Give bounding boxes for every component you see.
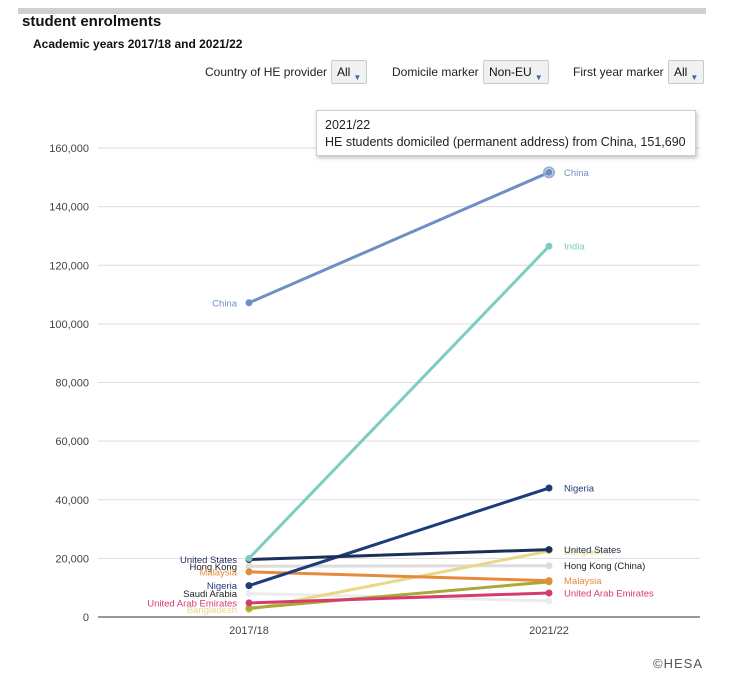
data-point-saudi-arabia [245, 590, 253, 598]
series-label-left: China [212, 298, 238, 309]
series-label-right: Nigeria [564, 484, 595, 495]
chart-subtitle: Academic years 2017/18 and 2021/22 [33, 37, 243, 51]
tooltip-year: 2021/22 [325, 118, 371, 132]
y-tick-label: 20,000 [55, 553, 89, 565]
series-label-left: Malaysia [200, 567, 238, 578]
series-label-left: Hong Kong [189, 562, 237, 573]
chart-title: student enrolments [22, 13, 162, 30]
tooltip-text: HE students domiciled (permanent address… [325, 135, 686, 149]
y-tick-label: 120,000 [49, 260, 89, 272]
highlighted-data-point [543, 166, 555, 179]
y-tick-label: 80,000 [55, 378, 89, 390]
chevron-down-icon: ▼ [534, 73, 543, 82]
top-border-bar [18, 8, 706, 14]
series-line-india [247, 244, 551, 560]
chevron-down-icon: ▼ [353, 73, 362, 82]
country-dropdown-value: All [337, 65, 351, 79]
series-line-china [247, 170, 551, 305]
data-point-india [545, 242, 553, 250]
domicile-dropdown-value: Non-EU [489, 65, 532, 79]
y-tick-label: 140,000 [49, 202, 89, 214]
data-point-malaysia [545, 577, 553, 585]
filter-label-country: Country of HE provider [205, 65, 328, 79]
x-tick-label: 2017/18 [229, 625, 269, 637]
data-point-saudi-arabia [545, 597, 553, 605]
series-label-left: Saudi Arabia [183, 589, 238, 600]
series-label-right: United Arab Emirates [564, 588, 654, 599]
data-point-united-arab-emirates [245, 599, 253, 607]
data-point-nigeria [245, 582, 253, 590]
series-line-nigeria [247, 486, 551, 588]
series-label-right: United States [564, 545, 621, 556]
x-tick-label: 2021/22 [529, 625, 569, 637]
data-point-china [545, 168, 553, 176]
series-line-united-arab-emirates [247, 591, 551, 605]
series-label-right: Hong Kong (China) [564, 561, 645, 572]
chevron-down-icon: ▼ [690, 73, 699, 82]
data-point-hong-kong-china [545, 562, 553, 570]
data-point-india [245, 554, 253, 562]
series-label-left: Bangladesh [187, 605, 237, 616]
copyright: ©HESA [653, 656, 703, 671]
filter-label-first-year: First year marker [573, 65, 664, 79]
y-tick-label: 100,000 [49, 319, 89, 331]
series-label-right: Malaysia [564, 576, 602, 587]
data-point-united-arab-emirates [545, 589, 553, 597]
series-label-right: China [564, 168, 590, 179]
series-label-right: India [564, 242, 585, 253]
y-tick-label: 0 [83, 612, 89, 624]
data-point-united-states [545, 546, 553, 554]
series-label-left: United States [180, 555, 237, 566]
data-point-malaysia [245, 568, 253, 576]
y-tick-label: 40,000 [55, 495, 89, 507]
series-label-left: Nigeria [207, 581, 238, 592]
country-dropdown[interactable]: All ▼ [331, 60, 368, 84]
data-point-hong-kong-china [245, 562, 253, 570]
series-line-malaysia [247, 570, 551, 583]
filter-label-domicile: Domicile marker [392, 65, 479, 79]
data-tooltip: 2021/22 HE students domiciled (permanent… [316, 110, 696, 156]
series-line-hong-kong-china [247, 564, 551, 568]
data-point-pakistan [245, 604, 253, 612]
series-label-right: Bangladesh [564, 547, 614, 558]
series-label-left: United Arab Emirates [147, 598, 237, 609]
first-year-dropdown-value: All [674, 65, 688, 79]
data-point-china [245, 299, 253, 307]
domicile-dropdown[interactable]: Non-EU ▼ [483, 60, 549, 84]
series-line-pakistan [247, 580, 551, 610]
y-tick-label: 60,000 [55, 436, 89, 448]
series-line-united-states [247, 548, 551, 562]
y-tick-label: 160,000 [49, 143, 89, 155]
data-point-nigeria [545, 484, 553, 492]
first-year-dropdown[interactable]: All ▼ [668, 60, 705, 84]
